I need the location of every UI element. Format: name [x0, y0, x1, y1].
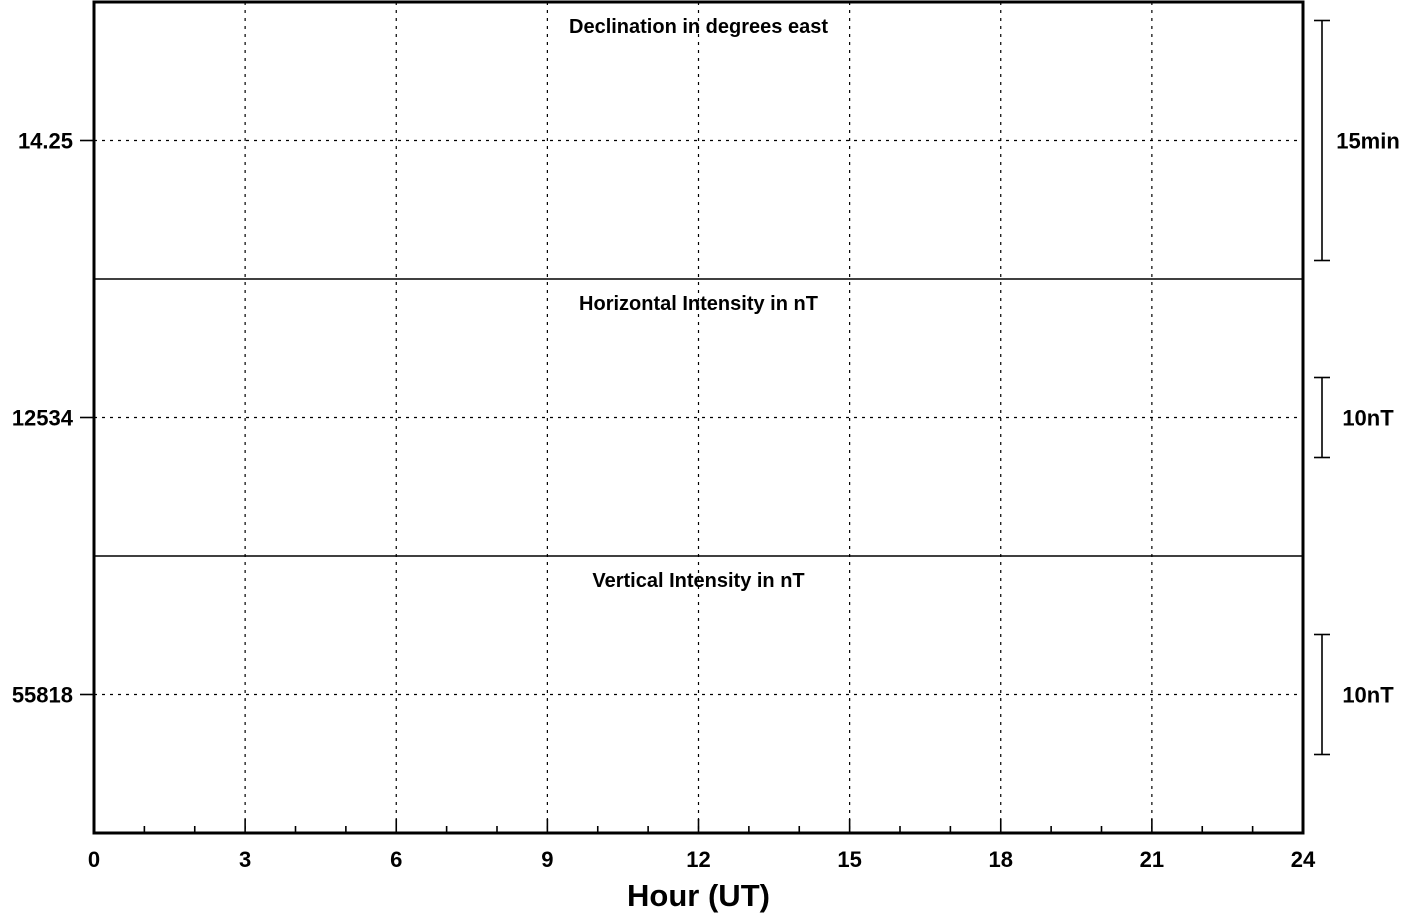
- x-tick-label: 18: [989, 847, 1013, 872]
- scale-label: 15min: [1336, 129, 1400, 154]
- panel-title: Horizontal Intensity in nT: [579, 293, 818, 315]
- scale-label: 10nT: [1342, 683, 1394, 708]
- x-tick-label: 0: [88, 847, 100, 872]
- x-tick-label: 12: [686, 847, 710, 872]
- x-tick-label: 6: [390, 847, 402, 872]
- panel-title: Declination in degrees east: [569, 16, 828, 38]
- x-tick-label: 21: [1140, 847, 1164, 872]
- scale-label: 10nT: [1342, 406, 1394, 431]
- x-axis-ticks: [80, 139, 1254, 833]
- x-tick-label: 9: [541, 847, 553, 872]
- y-baseline-label: 55818: [12, 683, 73, 708]
- scale-bar: [1314, 19, 1330, 262]
- labels: 14.25 Declination in degrees east 12534 Hor…: [12, 16, 1316, 913]
- scale-bar: [1314, 376, 1330, 459]
- x-tick-label: 24: [1291, 847, 1316, 872]
- y-baseline-label: 12534: [12, 406, 74, 431]
- scale-bars: 15min 10nT 10nT: [1314, 19, 1400, 756]
- plot-frame: [92, 0, 1305, 835]
- y-baseline-label: 14.25: [18, 129, 73, 154]
- panel-title: Vertical Intensity in nT: [592, 570, 804, 592]
- panel-dividers: [94, 278, 1303, 557]
- x-tick-label: 15: [837, 847, 861, 872]
- grid-layer: [94, 2, 1303, 833]
- scale-bar: [1314, 633, 1330, 756]
- x-tick-label: 3: [239, 847, 251, 872]
- x-axis-label: Hour (UT): [627, 878, 770, 913]
